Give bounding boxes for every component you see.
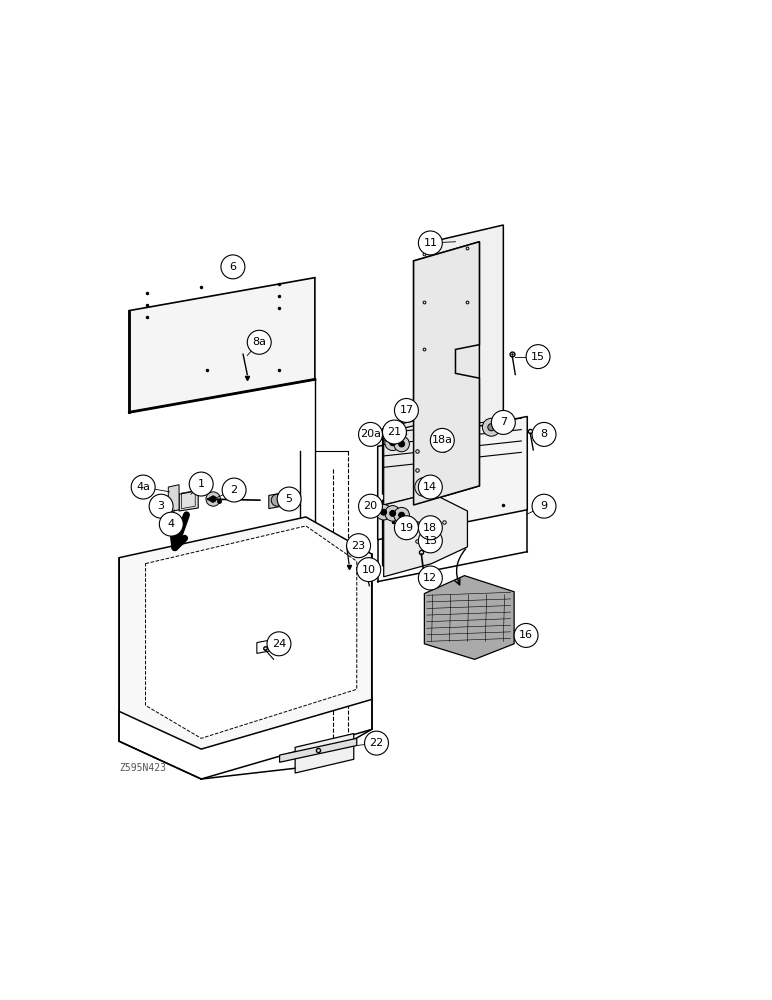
Polygon shape [432,225,503,486]
Text: 22: 22 [369,738,384,748]
Circle shape [210,496,216,502]
Circle shape [277,487,301,511]
Text: 6: 6 [229,262,236,272]
Text: 17: 17 [399,405,414,415]
Polygon shape [384,421,468,505]
Circle shape [358,422,382,446]
Circle shape [159,512,183,536]
Polygon shape [378,416,527,540]
Text: 18a: 18a [432,435,453,445]
Circle shape [394,507,409,523]
Circle shape [394,516,418,540]
Circle shape [418,475,442,499]
Circle shape [358,494,382,518]
Circle shape [364,731,388,755]
Text: 11: 11 [423,238,438,248]
Polygon shape [414,242,479,505]
Circle shape [418,231,442,255]
Text: 4: 4 [168,519,174,529]
Circle shape [222,478,246,502]
Polygon shape [414,242,479,505]
Circle shape [149,494,173,518]
Circle shape [492,410,516,434]
Circle shape [394,399,418,422]
Text: 23: 23 [351,541,366,551]
Circle shape [415,477,434,497]
Circle shape [398,512,405,518]
Text: 4a: 4a [136,482,151,492]
Circle shape [482,418,500,436]
Circle shape [267,632,291,656]
Circle shape [390,440,396,446]
Circle shape [418,516,442,540]
Text: 5: 5 [286,494,293,504]
Text: 2: 2 [231,485,238,495]
Polygon shape [146,526,357,738]
Circle shape [398,441,405,447]
Polygon shape [119,517,372,749]
Circle shape [247,330,271,354]
Circle shape [271,494,283,506]
Polygon shape [179,491,198,511]
Circle shape [381,509,387,515]
Text: 20a: 20a [360,429,381,439]
Text: 3: 3 [157,501,164,511]
Text: 19: 19 [399,523,414,533]
Text: 15: 15 [531,352,545,362]
Text: 8: 8 [540,429,547,439]
Polygon shape [130,278,315,412]
Text: Z595N423: Z595N423 [119,763,166,773]
Circle shape [376,504,391,520]
Text: 13: 13 [423,536,438,546]
Circle shape [420,483,428,491]
Circle shape [357,558,381,582]
Circle shape [430,428,454,452]
Text: 12: 12 [423,573,438,583]
Text: 8a: 8a [252,337,266,347]
Polygon shape [279,738,357,762]
Circle shape [418,529,442,553]
Circle shape [488,424,495,431]
Polygon shape [269,493,282,509]
Text: 9: 9 [540,501,547,511]
Circle shape [532,494,556,518]
Circle shape [131,475,155,499]
Text: 16: 16 [519,630,533,640]
Circle shape [532,422,556,446]
Text: 14: 14 [423,482,438,492]
Circle shape [385,506,401,521]
Text: 7: 7 [499,417,507,427]
Text: 21: 21 [388,427,401,437]
Circle shape [347,534,371,558]
Circle shape [206,492,220,506]
Circle shape [526,345,550,369]
Text: 24: 24 [272,639,286,649]
Circle shape [514,623,538,647]
Text: 10: 10 [362,565,376,575]
Circle shape [418,566,442,590]
Text: 20: 20 [364,501,378,511]
Circle shape [382,420,406,444]
Polygon shape [168,485,179,512]
Text: 1: 1 [198,479,205,489]
Circle shape [189,472,213,496]
Polygon shape [425,576,514,659]
Circle shape [390,510,396,516]
Circle shape [221,255,245,279]
Polygon shape [382,416,432,494]
Polygon shape [295,734,354,773]
Polygon shape [382,488,432,566]
Circle shape [394,436,409,452]
Text: 18: 18 [423,523,438,533]
Polygon shape [384,493,468,577]
Circle shape [385,435,401,451]
